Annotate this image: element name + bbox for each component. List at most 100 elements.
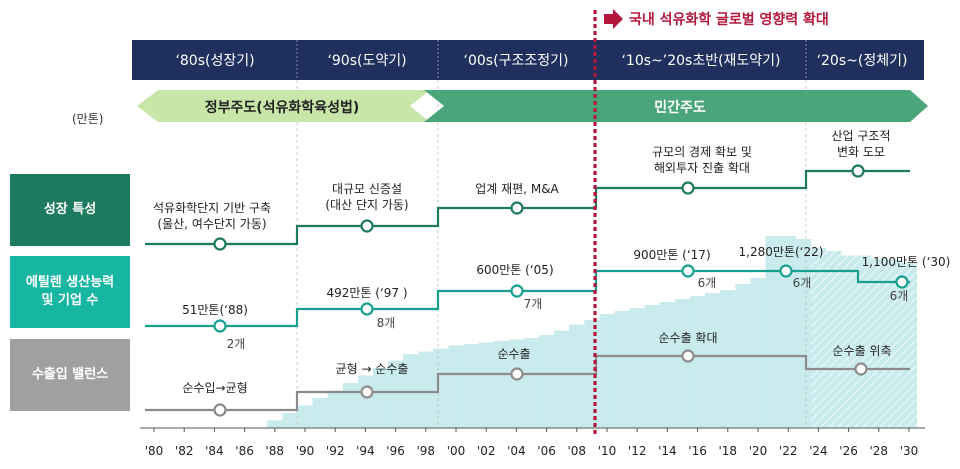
x-tick-label: '30: [900, 444, 919, 458]
area-bar: [388, 360, 404, 428]
milestone-marker: [510, 201, 524, 215]
growth-note-90s-line1: 대규모 신증설: [332, 182, 402, 196]
area-bar: [539, 335, 555, 428]
area-bar: [659, 302, 676, 428]
area-bar: [448, 345, 464, 428]
area-bar: [282, 413, 298, 428]
x-tick-label: '28: [870, 444, 889, 458]
x-tick-label: '10: [598, 444, 617, 458]
area-bar: [267, 420, 283, 428]
milestone-marker: [213, 319, 227, 333]
milestone-marker: [895, 275, 909, 289]
callout-arrow-icon: [604, 9, 623, 29]
x-tick-label: '14: [658, 444, 677, 458]
x-tick-label: '90: [296, 444, 315, 458]
x-tick-label: '06: [537, 444, 556, 458]
area-bar: [705, 293, 721, 428]
x-tick-label: '96: [386, 444, 405, 458]
x-tick-label: '20: [749, 444, 768, 458]
area-bar: [614, 311, 631, 428]
growth-note-80s-line2: (울산, 여수단지 가동): [157, 217, 266, 231]
area-bar: [508, 339, 525, 428]
area-bar: [569, 324, 585, 428]
capacity-firms-97: 8개: [377, 316, 396, 330]
growth-note-10s-line2: 해외투자 진출 확대: [654, 161, 750, 175]
area-bar: [433, 348, 449, 428]
callout-text: 국내 석유화학 글로벌 영향력 확대: [629, 11, 829, 28]
capacity-firms-22: 6개: [793, 276, 812, 290]
era-label-80s: ‘80s(성장기): [175, 53, 254, 69]
area-bar: [720, 290, 736, 428]
growth-note-80s-line1: 석유화학단지 기반 구축: [153, 201, 271, 215]
capacity-firms-30: 6개: [890, 289, 909, 303]
era-label-10s: ‘10s~’20s초반(재도약기): [621, 53, 780, 69]
milestone-marker: [854, 362, 868, 376]
x-tick-label: '12: [628, 444, 647, 458]
area-bar: [690, 296, 706, 428]
capacity-firms-05: 7개: [524, 297, 543, 311]
milestone-marker: [360, 385, 374, 399]
x-tick-label: '08: [568, 444, 587, 458]
milestone-marker: [360, 219, 374, 233]
x-tick-label: '98: [417, 444, 436, 458]
x-tick-label: '94: [356, 444, 375, 458]
area-bar: [750, 278, 766, 428]
area-bar: [629, 308, 646, 428]
unit-label: (만톤): [72, 112, 104, 126]
trade-note-80s: 순수입→균형: [182, 381, 247, 395]
era-label-90s: ‘90s(도약기): [327, 53, 406, 69]
x-tick-label: '82: [175, 444, 194, 458]
area-bar: [780, 236, 797, 428]
area-bar: [372, 368, 389, 428]
x-tick-label: '84: [205, 444, 224, 458]
area-bar: [493, 341, 510, 428]
area-bar: [297, 405, 313, 428]
trade-note-10s: 순수출 확대: [658, 331, 717, 345]
area-bar: [478, 342, 495, 428]
phase-label-government: 정부주도(석유화학육성법): [205, 99, 359, 116]
x-tick-label: '02: [477, 444, 496, 458]
milestone-marker: [681, 349, 695, 363]
milestone-marker: [681, 181, 695, 195]
row-label-trade-text: 수출입 밸런스: [31, 367, 109, 382]
area-bar: [523, 338, 540, 428]
milestone-marker: [213, 237, 227, 251]
row-label-growth: 성장 특성: [10, 174, 130, 246]
area-bar: [327, 390, 344, 428]
milestone-markers: [213, 164, 909, 417]
x-tick-label: '80: [145, 444, 164, 458]
area-bar: [342, 383, 359, 428]
capacity-value-97: 492만톤 (‘97 ): [326, 286, 407, 300]
x-tick-label: '92: [326, 444, 345, 458]
capacity-value-30: 1,100만톤 (‘30): [862, 255, 951, 269]
milestone-marker: [510, 367, 524, 381]
capacity-value-88: 51만톤(‘88): [182, 303, 248, 317]
area-bar: [357, 375, 374, 428]
x-tick-label: '22: [779, 444, 798, 458]
growth-note-90s-line2: (대산 단지 가동): [325, 198, 408, 212]
x-tick-label: '88: [266, 444, 285, 458]
milestone-marker: [510, 284, 524, 298]
growth-note-20s-line1: 산업 구조적: [831, 129, 890, 143]
x-tick-label: '00: [447, 444, 466, 458]
area-bar: [795, 239, 812, 428]
x-tick-label: '18: [719, 444, 738, 458]
growth-note-10s-line1: 규모의 경제 확보 및: [652, 145, 752, 159]
x-tick-label: '86: [235, 444, 254, 458]
era-label-20s: ‘20s~(정체기): [817, 53, 908, 69]
capacity-value-22: 1,280만톤(‘22): [739, 245, 824, 259]
era-dividers: [296, 40, 807, 80]
area-bar: [312, 398, 329, 428]
milestone-marker: [681, 264, 695, 278]
era-label-00s: ‘00s(구조조정기): [464, 53, 569, 69]
area-bar: [644, 305, 661, 428]
phase-label-private: 민간주도: [654, 99, 706, 116]
capacity-firms-17: 6개: [698, 276, 717, 290]
milestone-marker: [779, 264, 793, 278]
row-label-capacity-line1: 에틸렌 생산능력: [25, 275, 115, 290]
phase-arrow-government: [137, 90, 430, 122]
row-label-growth-text: 성장 특성: [43, 202, 97, 217]
row-label-capacity-line2: 및 기업 수: [41, 293, 99, 308]
milestone-marker: [213, 403, 227, 417]
